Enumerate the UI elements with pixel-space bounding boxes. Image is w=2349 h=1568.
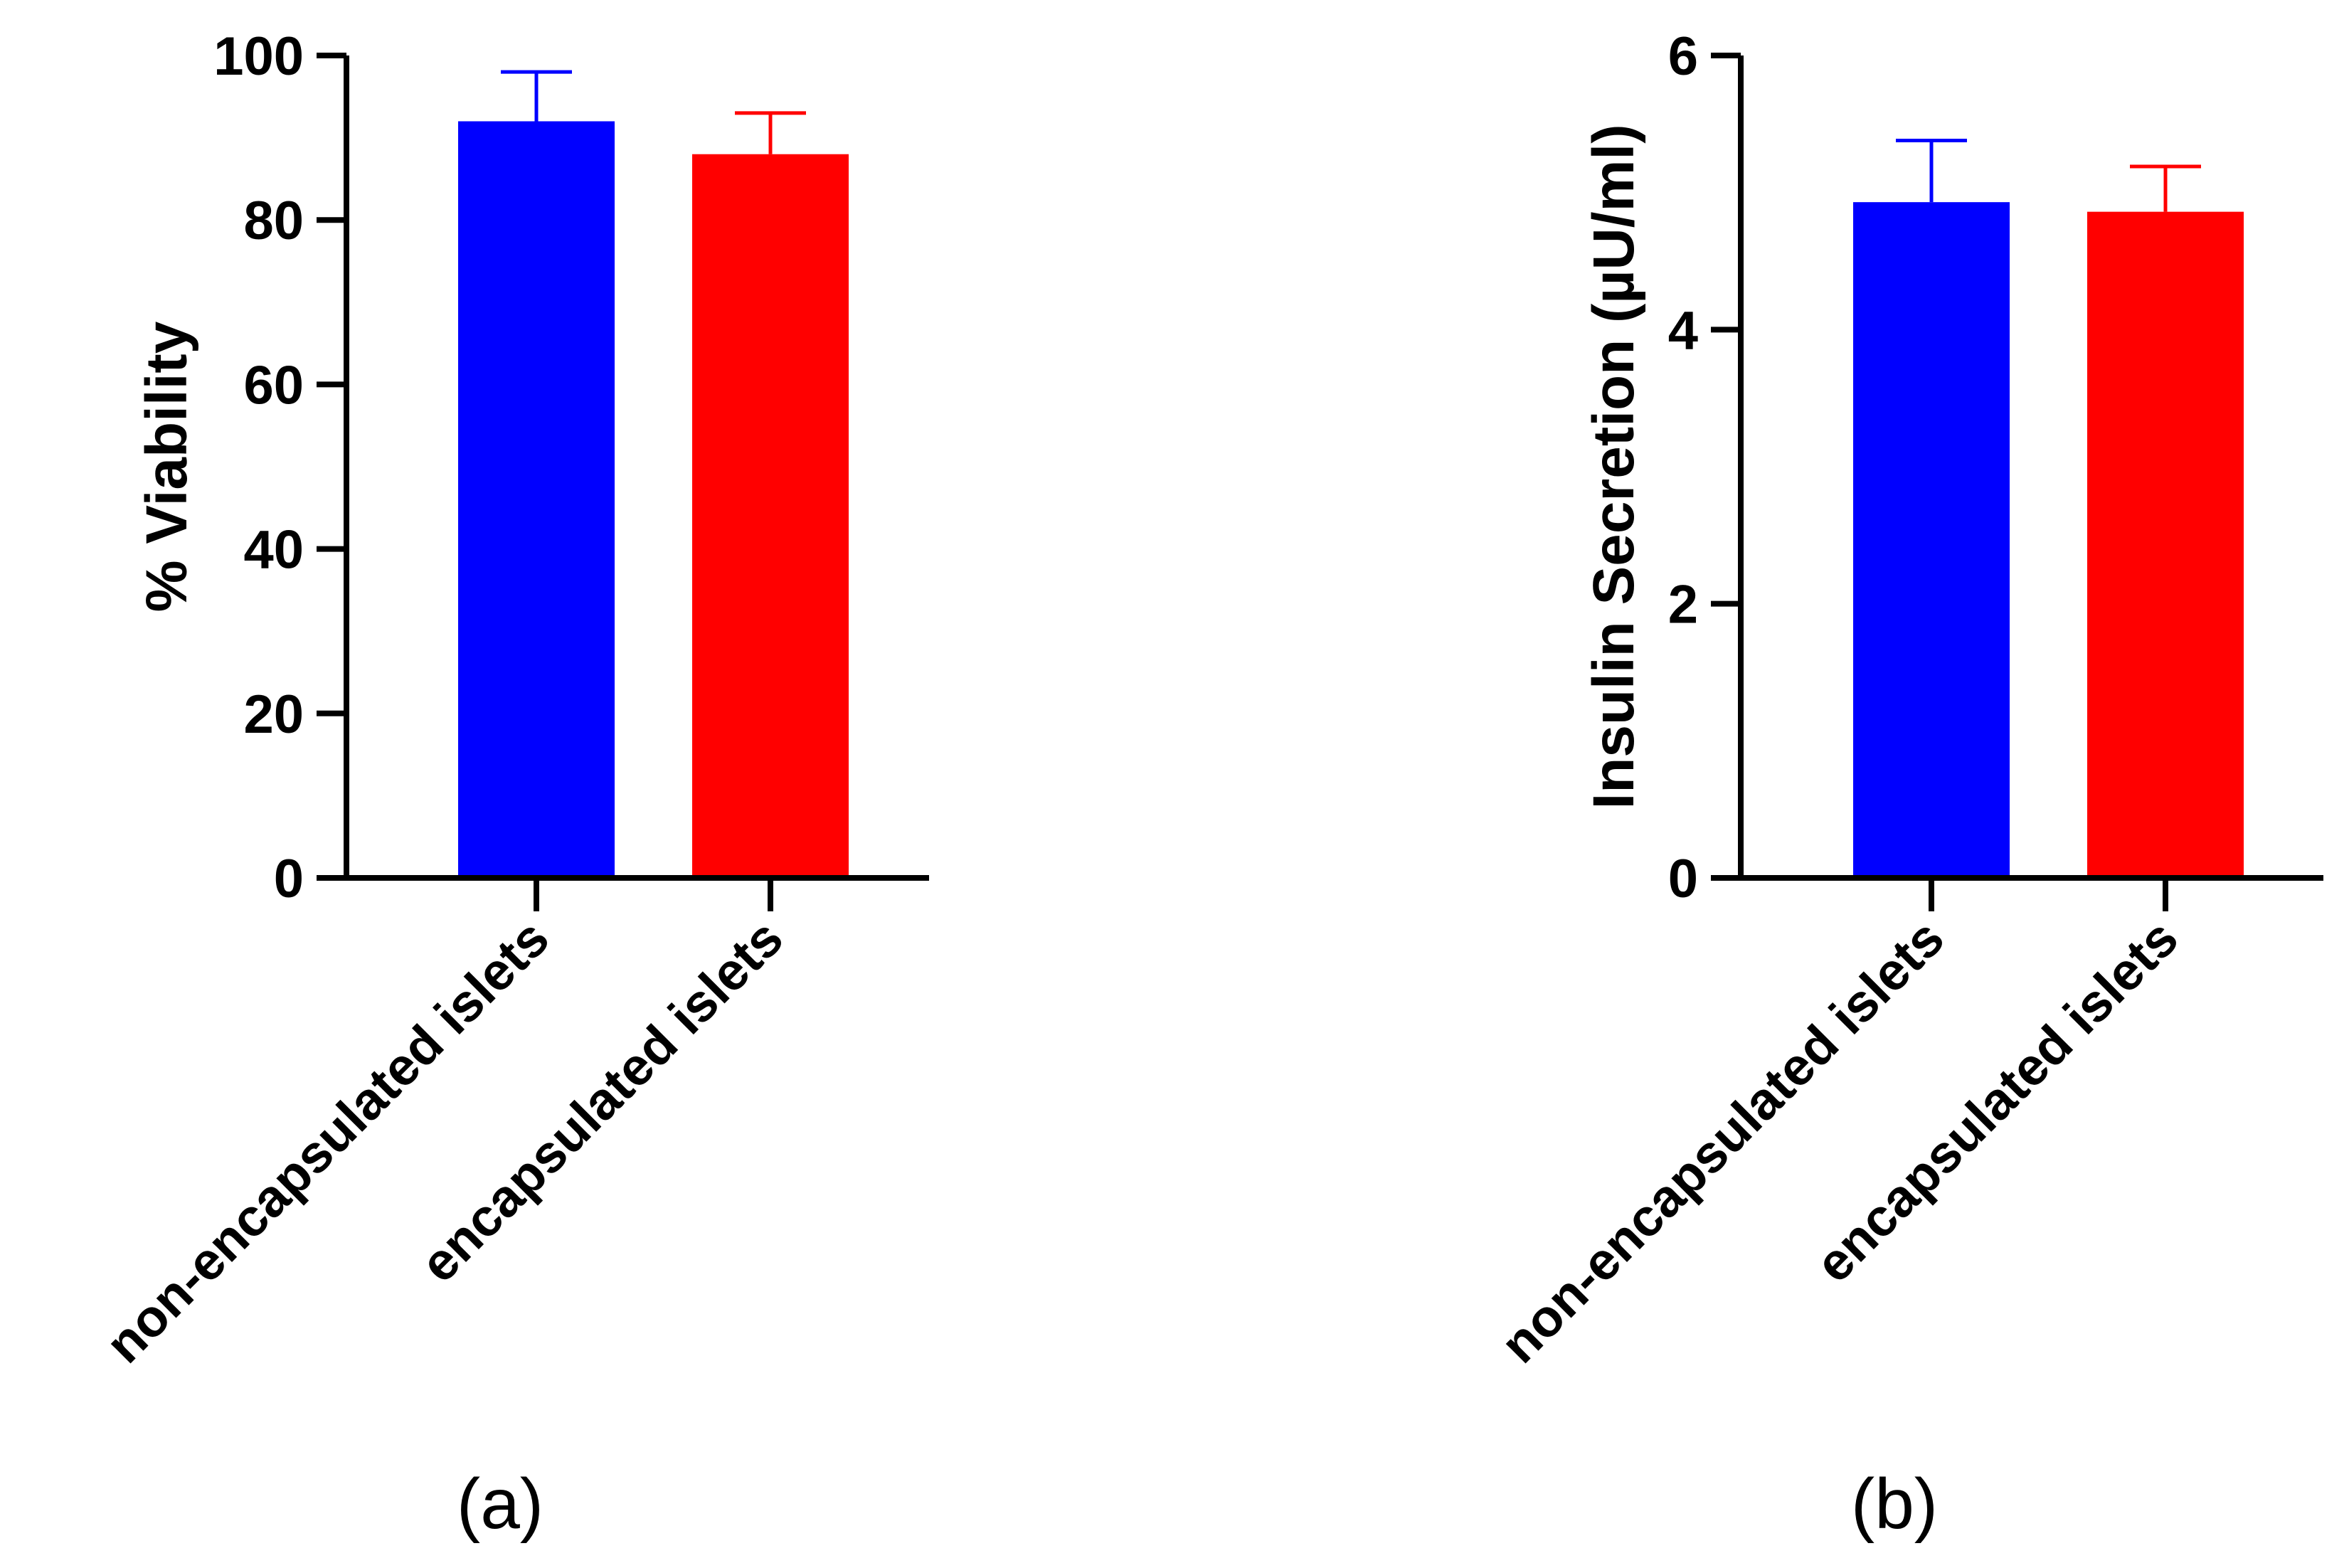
y-tick-label: 6 (1668, 26, 1698, 87)
x-category-label: non-encapsulated islets (95, 909, 561, 1374)
y-tick-label: 4 (1668, 300, 1698, 361)
y-tick-label: 20 (243, 684, 304, 745)
bar (458, 121, 615, 879)
y-axis-title: % Viability (134, 321, 199, 612)
panel-label-a: (a) (457, 1464, 543, 1544)
y-tick-label: 0 (274, 849, 304, 909)
y-tick-label: 80 (243, 191, 304, 251)
y-tick-label: 100 (213, 26, 304, 87)
bar (2087, 211, 2244, 878)
y-tick-label: 0 (1668, 849, 1698, 909)
bar (1853, 202, 2010, 878)
x-category-label: non-encapsulated islets (1490, 909, 1956, 1374)
y-axis-title: Insulin Secretion (µU/ml) (1581, 124, 1646, 809)
bar (692, 154, 849, 879)
y-tick-label: 2 (1668, 575, 1698, 635)
panel-label-b: (b) (1851, 1464, 1938, 1544)
y-tick-label: 60 (243, 355, 304, 415)
y-tick-label: 40 (243, 520, 304, 581)
